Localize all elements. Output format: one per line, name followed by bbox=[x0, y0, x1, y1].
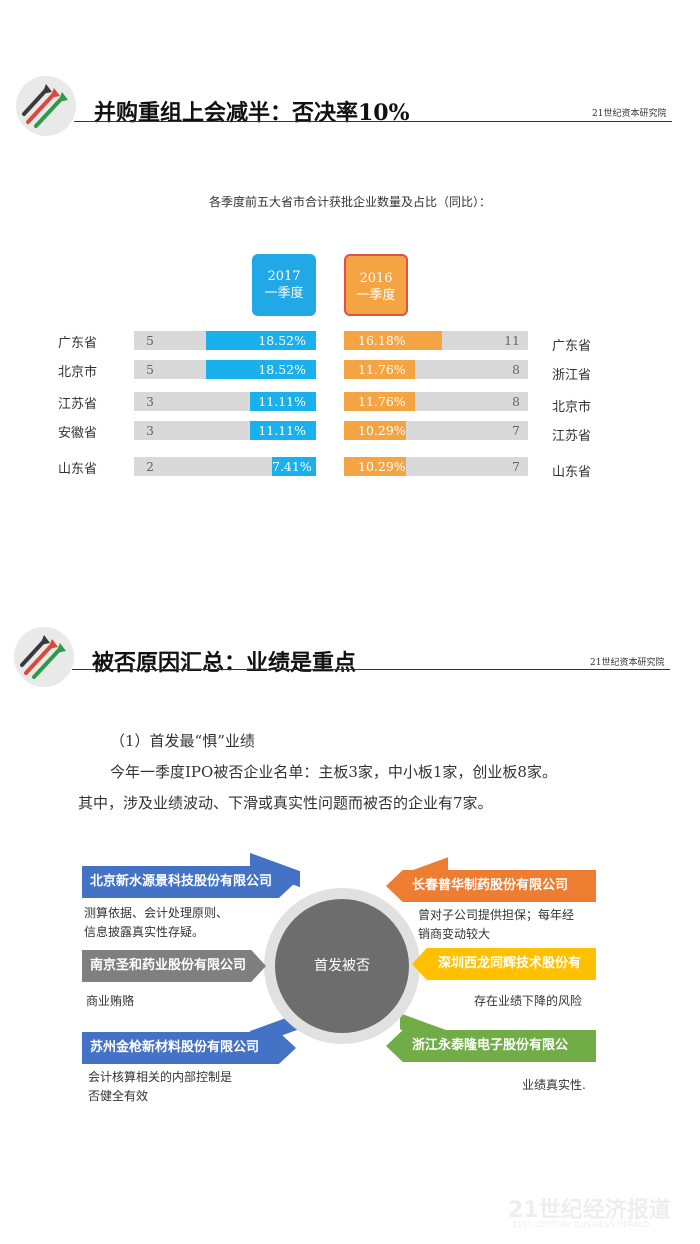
company-tag: 北京新水源景科技股份有限公司 bbox=[82, 866, 296, 898]
hub-circle: 首发被否 bbox=[275, 899, 409, 1033]
bar-count: 3 bbox=[146, 423, 154, 438]
bar-count: 3 bbox=[146, 394, 154, 409]
legend-2017-q1: 2017 一季度 bbox=[252, 254, 316, 316]
bar: 18.52% bbox=[206, 360, 316, 379]
brand-watermark-sub: 21ST CENTURY BUSINESS HERALD bbox=[512, 1220, 650, 1229]
header-rule bbox=[74, 121, 672, 122]
bar-track: 3 11.11% bbox=[134, 392, 316, 411]
reason-text: 商业贿赂 bbox=[86, 992, 134, 1011]
province-label-left: 安徽省 bbox=[58, 426, 98, 441]
bar: 18.52% bbox=[206, 331, 316, 350]
header-rule bbox=[72, 669, 670, 670]
bar: 11.76% bbox=[344, 360, 415, 379]
chart-title: 各季度前五大省市合计获批企业数量及占比（同比）： bbox=[208, 195, 491, 209]
reason-text: 会计核算相关的内部控制是 否健全有效 bbox=[88, 1068, 232, 1106]
province-label-right: 广东省 bbox=[552, 339, 592, 354]
legend-year: 2016 bbox=[359, 271, 393, 286]
bar: 11.11% bbox=[250, 392, 316, 411]
legend-year: 2017 bbox=[267, 269, 301, 284]
province-label-left: 山东省 bbox=[58, 462, 98, 477]
reason-text: 测算依据、会计处理原则、 信息披露真实性存疑。 bbox=[84, 904, 228, 942]
bar: 11.76% bbox=[344, 392, 415, 411]
reason-line: 否健全有效 bbox=[88, 1089, 149, 1103]
bar: 7.41% bbox=[272, 457, 316, 476]
bar-track: 2 7.41% bbox=[134, 457, 316, 476]
bar-count: 8 bbox=[512, 394, 520, 409]
province-label-left: 北京市 bbox=[58, 365, 98, 380]
paragraph-line-2: 其中，涉及业绩波动、下滑或真实性问题而被否的企业有7家。 bbox=[78, 794, 493, 812]
section-title: 并购重组上会减半：否决率10% bbox=[94, 100, 410, 126]
company-tag: 苏州金枪新材料股份有限公司 bbox=[82, 1032, 296, 1064]
reason-line: 测算依据、会计处理原则、 bbox=[84, 906, 229, 920]
paragraph-line-1: 今年一季度IPO被否企业名单：主板3家，中小板1家，创业板8家。 bbox=[110, 763, 557, 781]
reason-line: 曾对子公司提供担保；每年经 bbox=[418, 908, 575, 922]
subheading: （1）首发最“惧”业绩 bbox=[110, 732, 255, 750]
reason-line: 商业贿赂 bbox=[86, 994, 135, 1008]
bar-count: 7 bbox=[512, 459, 520, 474]
province-label-left: 广东省 bbox=[58, 336, 98, 351]
section-title: 被否原因汇总：业绩是重点 bbox=[92, 650, 357, 676]
source-label: 21世纪资本研究院 bbox=[592, 109, 667, 119]
reason-text: 业绩真实性. bbox=[522, 1076, 586, 1095]
growth-arrows-logo-icon bbox=[14, 627, 74, 687]
source-label: 21世纪资本研究院 bbox=[590, 658, 665, 668]
province-label-right: 山东省 bbox=[552, 465, 592, 480]
reason-text: 存在业绩下降的风险 bbox=[474, 992, 582, 1011]
province-label-left: 江苏省 bbox=[58, 397, 98, 412]
reason-line: 业绩真实性. bbox=[522, 1078, 586, 1092]
reason-line: 存在业绩下降的风险 bbox=[474, 994, 583, 1008]
bar-track: 3 11.11% bbox=[134, 421, 316, 440]
legend-quarter: 一季度 bbox=[264, 286, 304, 301]
reason-text: 曾对子公司提供担保；每年经 销商变动较大 bbox=[418, 906, 574, 944]
bar: 11.11% bbox=[250, 421, 316, 440]
brand-watermark: 21世纪经济报道 bbox=[508, 1198, 671, 1223]
bar: 16.18% bbox=[344, 331, 442, 350]
bar-count: 8 bbox=[512, 362, 520, 377]
legend-2016-q1: 2016 一季度 bbox=[344, 254, 408, 316]
bar: 10.29% bbox=[344, 457, 406, 476]
growth-arrows-logo-icon bbox=[16, 76, 76, 136]
company-tag: 长春普华制药股份有限公司 bbox=[386, 870, 596, 902]
bar-track: 5 18.52% bbox=[134, 331, 316, 350]
bar-count: 11 bbox=[504, 333, 520, 348]
bar-count: 5 bbox=[146, 362, 154, 377]
bar-track: 11.76% 8 bbox=[344, 392, 528, 411]
reason-line: 会计核算相关的内部控制是 bbox=[88, 1070, 233, 1084]
reason-line: 销商变动较大 bbox=[418, 927, 491, 941]
legend-quarter: 一季度 bbox=[356, 288, 396, 303]
bar-count: 5 bbox=[146, 333, 154, 348]
company-tag: 南京圣和药业股份有限公司 bbox=[82, 950, 266, 982]
province-label-right: 浙江省 bbox=[552, 368, 592, 383]
bar-count: 2 bbox=[146, 459, 154, 474]
company-tag: 深圳西龙同辉技术股份有 bbox=[412, 948, 596, 980]
bar-track: 5 18.52% bbox=[134, 360, 316, 379]
bar-track: 11.76% 8 bbox=[344, 360, 528, 379]
bar-count: 7 bbox=[512, 423, 520, 438]
bar-track: 10.29% 7 bbox=[344, 421, 528, 440]
bar-track: 16.18% 11 bbox=[344, 331, 528, 350]
province-label-right: 北京市 bbox=[552, 400, 592, 415]
reason-line: 信息披露真实性存疑。 bbox=[84, 925, 205, 939]
company-tag: 浙江永泰隆电子股份有限公 bbox=[386, 1030, 596, 1062]
bar: 10.29% bbox=[344, 421, 406, 440]
bar-track: 10.29% 7 bbox=[344, 457, 528, 476]
province-label-right: 江苏省 bbox=[552, 429, 592, 444]
